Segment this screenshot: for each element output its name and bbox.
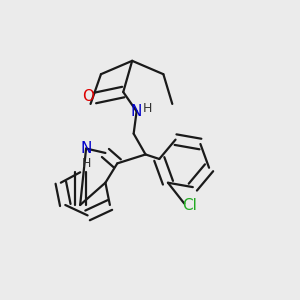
Text: O: O bbox=[82, 89, 94, 104]
Text: N: N bbox=[80, 141, 92, 156]
Text: N: N bbox=[131, 104, 142, 119]
Text: H: H bbox=[143, 103, 153, 116]
Text: Cl: Cl bbox=[182, 197, 197, 212]
Text: H: H bbox=[81, 157, 91, 170]
